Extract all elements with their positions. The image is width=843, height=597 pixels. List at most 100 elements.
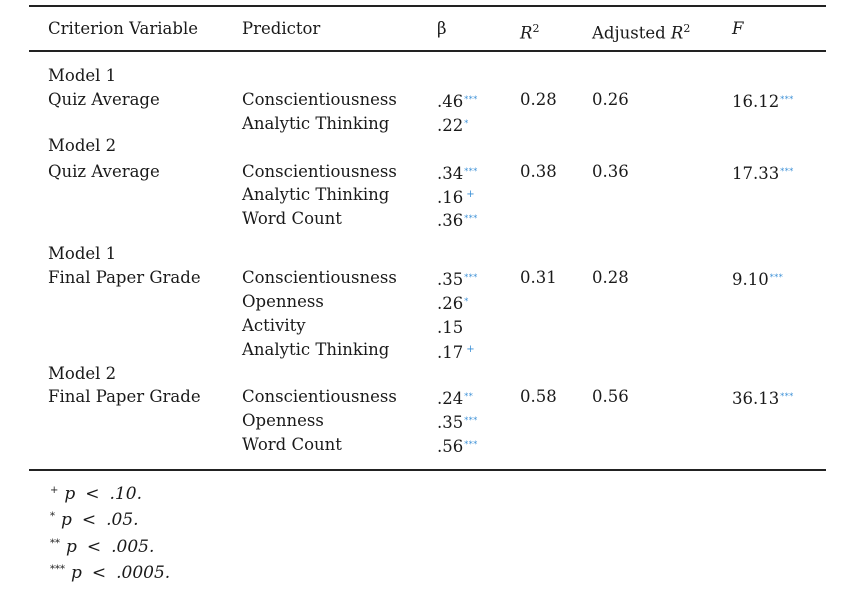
note-p: p (66, 537, 77, 557)
r-squared-cell: 0.38 (520, 162, 557, 181)
beta-value: .24 (437, 389, 464, 408)
adjusted-r-squared-cell: 0.36 (592, 162, 629, 181)
f-cell: 16.12*** (732, 90, 794, 112)
model-label: Model 1 (48, 66, 117, 85)
significance-mark: *** (780, 95, 794, 104)
predictor-cell: Word Count (242, 435, 342, 454)
predictor-cell: Conscientiousness (242, 162, 397, 181)
note-symbol: + (50, 485, 59, 496)
table-top-rule (29, 5, 826, 7)
adjusted-r-squared-cell: 0.28 (592, 268, 629, 287)
beta-value: .15 (437, 318, 464, 337)
predictor-cell: Analytic Thinking (242, 185, 390, 204)
beta-cell: .56*** (437, 435, 478, 457)
header-adjusted-r-symbol: R (670, 23, 684, 43)
beta-cell: .46*** (437, 90, 478, 112)
predictor-cell: Analytic Thinking (242, 340, 390, 359)
significance-mark: + (466, 344, 475, 355)
predictor-cell: Analytic Thinking (242, 114, 390, 133)
f-value: 36.13 (732, 389, 780, 408)
header-r-squared: R2 (520, 19, 539, 44)
note-operator: < (85, 484, 100, 504)
predictor-cell: Conscientiousness (242, 268, 397, 287)
r-squared-cell: 0.58 (520, 387, 557, 406)
beta-value: .35 (437, 413, 464, 432)
note-symbol: * (50, 511, 55, 522)
f-cell: 9.10*** (732, 268, 783, 290)
note-operator: < (91, 563, 107, 583)
significance-mark: ** (464, 392, 474, 401)
criterion-variable: Final Paper Grade (48, 268, 201, 287)
r-squared-cell: 0.28 (520, 90, 557, 109)
header-adjusted-exponent: 2 (683, 22, 691, 35)
beta-value: .22 (437, 116, 464, 135)
note-p: p (64, 484, 76, 504)
beta-cell: .36*** (437, 209, 478, 231)
adjusted-r-squared-cell: 0.26 (592, 90, 629, 109)
beta-value: .35 (437, 270, 464, 289)
beta-value: .46 (437, 92, 464, 111)
beta-cell: .15 (437, 316, 464, 338)
beta-cell: .22* (437, 114, 469, 136)
significance-mark: *** (464, 95, 478, 104)
header-f-statistic: F (732, 19, 744, 38)
header-adjusted-r-squared: Adjusted R2 (592, 19, 690, 44)
significance-mark: *** (464, 167, 478, 176)
model-label: Model 2 (48, 364, 117, 383)
f-value: 17.33 (732, 164, 780, 183)
note-operator: < (81, 510, 97, 530)
note-value: .0005. (116, 563, 171, 583)
r-squared-cell: 0.31 (520, 268, 557, 287)
f-value: 9.10 (732, 270, 769, 289)
beta-cell: .24** (437, 387, 473, 409)
table-note: + p < .10. (50, 484, 142, 504)
table-bottom-rule (29, 469, 826, 471)
significance-mark: *** (780, 167, 794, 176)
beta-value: .56 (437, 437, 464, 456)
note-operator: < (86, 537, 102, 557)
criterion-variable: Quiz Average (48, 162, 160, 181)
header-predictor: Predictor (242, 19, 321, 38)
beta-cell: .17 + (437, 340, 475, 363)
table-header-rule (29, 50, 826, 52)
f-cell: 17.33*** (732, 162, 794, 184)
significance-mark: *** (464, 214, 478, 223)
significance-mark: *** (464, 273, 478, 282)
significance-mark: *** (769, 273, 784, 282)
adjusted-r-squared-cell: 0.56 (592, 387, 629, 406)
note-symbol: ** (50, 538, 60, 549)
significance-mark: * (464, 119, 469, 128)
predictor-cell: Word Count (242, 209, 342, 228)
header-criterion-variable: Criterion Variable (48, 19, 198, 38)
note-symbol: *** (50, 564, 65, 575)
beta-value: .26 (437, 294, 464, 313)
significance-mark: *** (464, 416, 478, 425)
model-label: Model 1 (48, 244, 117, 263)
beta-cell: .26* (437, 292, 469, 314)
significance-mark: *** (780, 392, 794, 401)
f-cell: 36.13*** (732, 387, 794, 409)
model-label: Model 2 (48, 136, 117, 155)
beta-value: .17 (437, 343, 464, 362)
header-r-squared-exponent: 2 (532, 22, 540, 35)
note-value: .05. (106, 510, 139, 530)
note-value: .005. (111, 537, 155, 557)
beta-value: .16 (437, 188, 464, 207)
table-note: *** p < .0005. (50, 563, 170, 583)
significance-mark: *** (464, 440, 478, 449)
beta-cell: .35*** (437, 411, 478, 433)
f-value: 16.12 (732, 92, 780, 111)
header-r-squared-symbol: R (520, 23, 533, 43)
significance-mark: + (466, 189, 475, 200)
criterion-variable: Final Paper Grade (48, 387, 201, 406)
predictor-cell: Activity (242, 316, 306, 335)
significance-mark: * (464, 297, 469, 306)
table-note: * p < .05. (50, 510, 139, 530)
note-p: p (61, 510, 72, 530)
predictor-cell: Openness (242, 292, 324, 311)
note-p: p (71, 563, 82, 583)
beta-cell: .16 + (437, 185, 475, 208)
predictor-cell: Conscientiousness (242, 90, 397, 109)
table-note: ** p < .005. (50, 537, 154, 557)
